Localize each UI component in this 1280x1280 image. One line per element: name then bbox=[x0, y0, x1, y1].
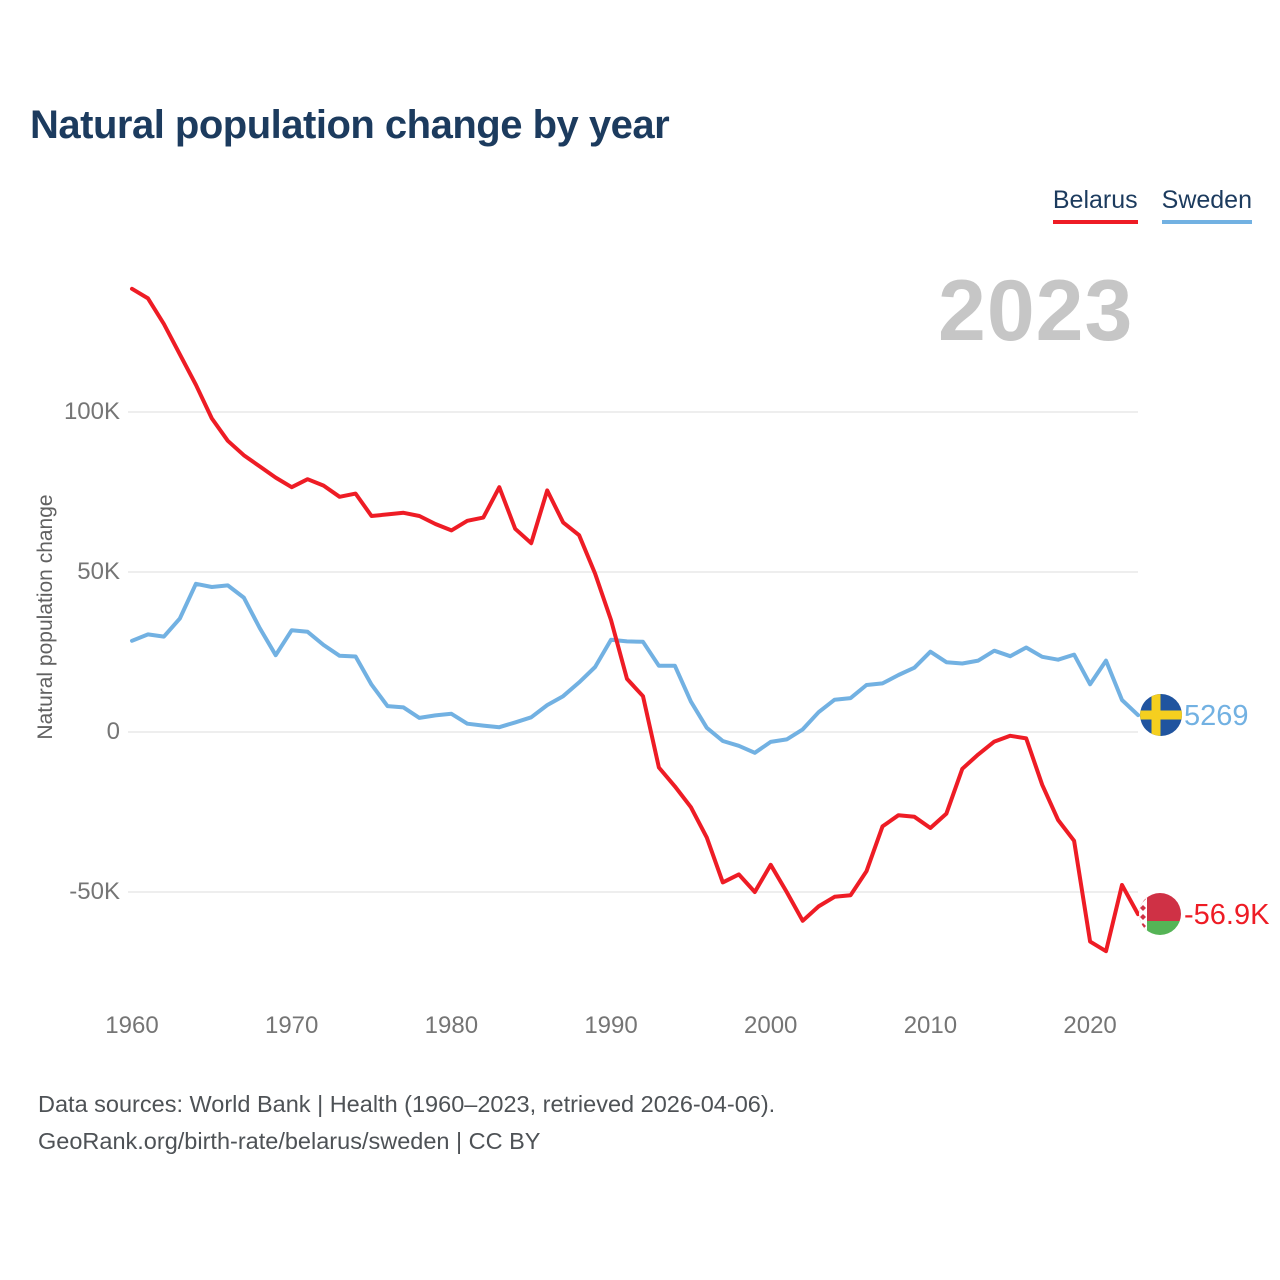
footer-attribution-line: GeoRank.org/birth-rate/belarus/sweden | … bbox=[38, 1128, 541, 1154]
x-tick-2010: 2010 bbox=[903, 1012, 958, 1039]
sweden-line bbox=[130, 581, 1140, 755]
x-tick-1970: 1970 bbox=[264, 1012, 319, 1039]
y-tick-neg50k: -50K bbox=[69, 878, 120, 905]
y-tick-100k: 100K bbox=[63, 398, 120, 425]
belarus-end-value: -56.9K bbox=[1184, 899, 1270, 931]
footer: Data sources: World Bank | Health (1960–… bbox=[38, 1086, 775, 1160]
legend-item-sweden[interactable]: Sweden bbox=[1161, 186, 1252, 224]
x-tick-1980: 1980 bbox=[424, 1012, 479, 1039]
sweden-flag-icon bbox=[1140, 694, 1182, 736]
x-tick-2020: 2020 bbox=[1063, 1012, 1117, 1039]
y-tick-0: 0 bbox=[106, 718, 120, 745]
legend-item-belarus[interactable]: Belarus bbox=[1052, 186, 1138, 224]
x-tick-1960: 1960 bbox=[105, 1012, 159, 1039]
sweden-end-value: 5269 bbox=[1184, 700, 1249, 732]
x-tick-1990: 1990 bbox=[584, 1012, 638, 1039]
belarus-flag-icon bbox=[1139, 893, 1181, 935]
chart-title: Natural population change by year bbox=[30, 103, 670, 147]
year-watermark: 2023 bbox=[938, 263, 1134, 359]
x-tick-2000: 2000 bbox=[744, 1012, 798, 1039]
y-tick-50k: 50K bbox=[77, 558, 120, 585]
footer-sources-line: Data sources: World Bank | Health (1960–… bbox=[38, 1091, 776, 1117]
belarus-line bbox=[130, 286, 1140, 954]
legend: Belarus Sweden bbox=[1052, 186, 1252, 224]
